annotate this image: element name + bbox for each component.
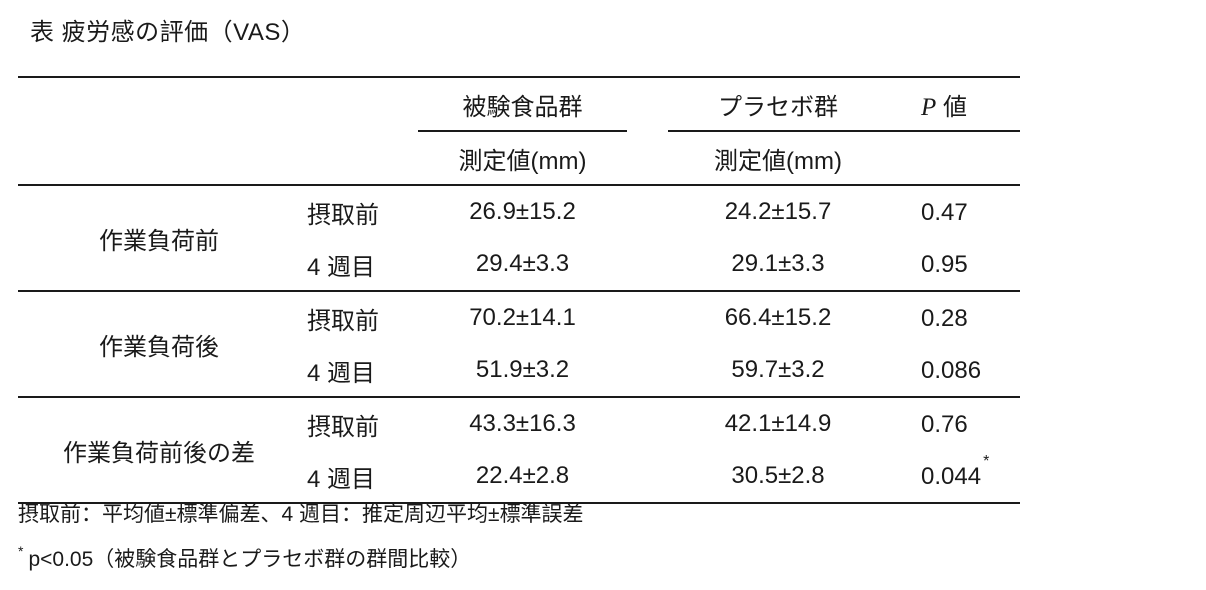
table-row: 4 週目 29.4±3.3 29.1±3.3 0.95: [18, 238, 1020, 292]
subheader-placebo-measure: 測定値(mm): [668, 131, 888, 186]
empty-cell: [18, 76, 300, 131]
p-value: 0.95: [888, 238, 1020, 292]
p-value: 0.086: [888, 344, 1020, 398]
section-label-pre-workload: 作業負荷前: [18, 185, 300, 292]
significance-asterisk: *: [983, 452, 990, 470]
spacer-cell: [627, 76, 668, 131]
col-header-placebo-group: プラセボ群: [668, 76, 888, 132]
time-label: 4 週目: [300, 344, 418, 398]
p-value: 0.47: [921, 198, 968, 226]
time-label: 4 週目: [300, 238, 418, 292]
spacer-cell: [627, 450, 668, 504]
p-label-rest: 値: [936, 93, 967, 121]
empty-cell: [888, 131, 1020, 186]
test-food-value: 22.4±2.8: [418, 450, 627, 504]
placebo-value: 59.7±3.2: [668, 344, 888, 398]
section-label-post-workload: 作業負荷後: [18, 291, 300, 398]
time-label: 摂取前: [307, 307, 379, 335]
footnote-measure-definitions: 摂取前：平均値±標準偏差、4 週目：推定周辺平均±標準誤差: [18, 503, 584, 526]
p-value: 0.044*: [888, 450, 1020, 504]
table-row: 作業負荷後 摂取前 70.2±14.1 66.4±15.2 0.28: [18, 291, 1020, 398]
section-label-workload-difference: 作業負荷前後の差: [18, 397, 300, 504]
p-italic: P: [921, 93, 937, 121]
col-header-test-food-group: 被験食品群: [418, 76, 627, 132]
p-value: 0.28: [921, 304, 968, 332]
time-label: 摂取前: [307, 201, 379, 229]
test-food-value: 26.9±15.2: [469, 198, 576, 225]
table-title: 表 疲労感の評価（VAS）: [30, 19, 306, 46]
p-value: 0.76: [921, 410, 968, 438]
table-row: 4 週目 51.9±3.2 59.7±3.2 0.086: [18, 344, 1020, 398]
subheader-test-food-measure: 測定値(mm): [418, 131, 627, 186]
time-label: 摂取前: [307, 413, 379, 441]
empty-cell: [300, 131, 418, 186]
table-row: 4 週目 22.4±2.8 30.5±2.8 0.044*: [18, 450, 1020, 504]
footnote-significance-text: p<0.05（被験食品群とプラセボ群の群間比較）: [28, 548, 472, 571]
test-food-value: 70.2±14.1: [469, 304, 576, 331]
empty-cell: [300, 76, 418, 131]
footnote-significance: * p<0.05（被験食品群とプラセボ群の群間比較）: [18, 540, 471, 573]
spacer-cell: [627, 238, 668, 292]
vas-table: 被験食品群 プラセボ群 P 値 測定値(mm) 測定値(mm) 作業負荷前 摂取…: [18, 76, 1020, 504]
col-header-p-value: P 値: [888, 76, 1020, 132]
placebo-value: 29.1±3.3: [668, 238, 888, 292]
header-group-row: 被験食品群 プラセボ群 P 値: [18, 76, 1020, 132]
asterisk-marker: *: [18, 543, 24, 559]
placebo-value: 24.2±15.7: [724, 198, 832, 225]
spacer-cell: [627, 131, 668, 186]
spacer-cell: [627, 397, 668, 450]
empty-cell: [18, 131, 300, 186]
placebo-value: 30.5±2.8: [668, 450, 888, 504]
header-sub-row: 測定値(mm) 測定値(mm): [18, 131, 1020, 186]
table-row: 作業負荷前後の差 摂取前 43.3±16.3 42.1±14.9 0.76: [18, 397, 1020, 504]
placebo-value: 66.4±15.2: [724, 304, 832, 331]
spacer-cell: [627, 185, 668, 238]
placebo-value: 42.1±14.9: [724, 410, 832, 437]
test-food-value: 29.4±3.3: [418, 238, 627, 292]
test-food-value: 43.3±16.3: [469, 410, 576, 437]
table-row: 作業負荷前 摂取前 26.9±15.2 24.2±15.7 0.47: [18, 185, 1020, 292]
spacer-cell: [627, 291, 668, 344]
time-label: 4 週目: [300, 450, 418, 504]
test-food-value: 51.9±3.2: [418, 344, 627, 398]
spacer-cell: [627, 344, 668, 398]
